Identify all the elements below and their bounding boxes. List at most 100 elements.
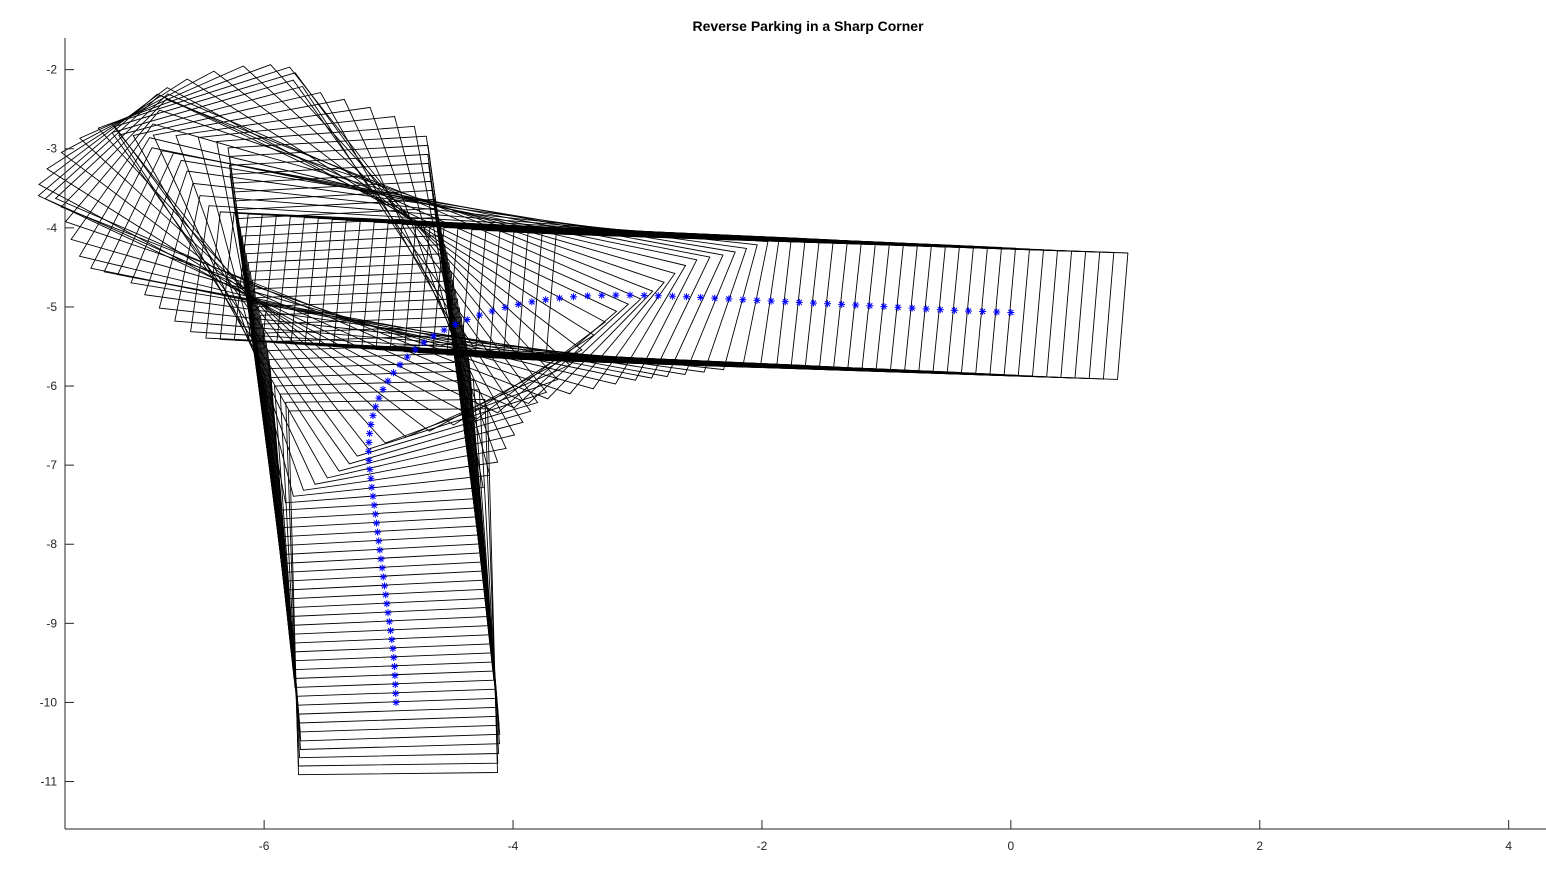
vehicle-outline: [158, 182, 758, 371]
y-tick-label: -10: [40, 695, 58, 709]
vehicle-outline: [117, 85, 524, 472]
path-point-marker: [367, 420, 375, 428]
path-point-marker: [387, 627, 395, 635]
vehicle-outline: [152, 98, 507, 485]
y-tick-label: -9: [46, 616, 57, 630]
path-point-marker: [370, 501, 378, 509]
y-tick-label: -7: [46, 458, 57, 472]
path-point-marker: [390, 369, 398, 377]
path-point-marker: [390, 662, 398, 670]
vehicle-outline: [103, 150, 711, 379]
path-point-marker: [852, 301, 860, 309]
vehicle-outline: [174, 195, 769, 368]
vehicle-outline: [44, 94, 630, 409]
x-tick-label: 2: [1256, 839, 1263, 853]
path-point-marker: [838, 300, 846, 308]
path-point-marker: [908, 304, 916, 312]
path-point-marker: [377, 555, 385, 563]
vehicle-outline: [114, 72, 539, 457]
x-tick-label: -4: [508, 839, 519, 853]
path-point-marker: [390, 654, 398, 662]
x-tick-label: -6: [259, 839, 270, 853]
path-point-marker: [824, 300, 832, 308]
path-point-marker: [411, 346, 419, 354]
vehicle-outline: [261, 316, 495, 688]
vehicle-outline: [288, 408, 498, 776]
path-point-marker: [626, 291, 634, 299]
path-point-marker: [403, 353, 411, 361]
path-point-marker: [379, 385, 387, 393]
path-point-marker: [380, 582, 388, 590]
vehicle-outline: [60, 98, 654, 400]
path-point-marker: [866, 302, 874, 310]
path-point-marker: [391, 680, 399, 688]
path-point-marker: [376, 546, 384, 554]
path-point-marker: [739, 296, 747, 304]
path-point-marker: [753, 296, 761, 304]
path-point-marker: [384, 609, 392, 617]
path-point-marker: [640, 291, 648, 299]
vehicle-outlines: [37, 64, 1129, 776]
vehicle-outline: [216, 125, 484, 504]
vehicle-outline: [175, 106, 499, 491]
vehicle-outline: [249, 262, 489, 635]
path-point-marker: [379, 573, 387, 581]
path-point-marker: [440, 326, 448, 334]
path-point-marker: [922, 305, 930, 313]
path-point-marker: [430, 332, 438, 340]
y-tick-label: -6: [46, 379, 57, 393]
vehicle-outline: [285, 398, 499, 767]
vehicle-outline: [432, 227, 1016, 376]
path-point-marker: [979, 307, 987, 315]
path-point-marker: [556, 294, 564, 302]
vehicle-outline: [190, 205, 780, 366]
path-point-marker: [371, 510, 379, 518]
path-point-marker: [795, 298, 803, 306]
tick-labels: -6 -4 -2 0 2 4 -2 -3 -4 -5 -6 -7 -8 -9 -10 -11: [40, 63, 1513, 853]
y-tick-label: -2: [46, 63, 57, 77]
path-point-marker: [382, 591, 390, 599]
axes: [64, 38, 1546, 830]
vehicle-outline: [38, 87, 607, 420]
path-point-marker: [993, 308, 1001, 316]
vehicle-outline: [64, 109, 665, 395]
path-markers: [365, 291, 1015, 706]
path-point-marker: [654, 292, 662, 300]
path-point-marker: [542, 296, 550, 304]
vehicle-outline: [78, 65, 571, 438]
path-point-marker: [475, 311, 483, 319]
path-point-marker: [375, 537, 383, 545]
path-point-marker: [781, 298, 789, 306]
path-point-marker: [369, 492, 377, 500]
path-point-marker: [488, 307, 496, 315]
path-point-marker: [392, 689, 400, 697]
y-tick-label: -8: [46, 537, 57, 551]
vehicle-outline: [132, 92, 516, 479]
vehicle-outline: [229, 162, 479, 538]
vehicle-outline: [258, 298, 493, 671]
vehicle-outline: [46, 78, 595, 426]
x-tick-label: 0: [1008, 839, 1015, 853]
path-point-marker: [584, 292, 592, 300]
chart-title: Reverse Parking in a Sharp Corner: [692, 18, 924, 34]
path-point-marker: [697, 293, 705, 301]
path-point-marker: [514, 300, 522, 308]
y-tick-label: -4: [46, 221, 57, 235]
path-point-marker: [767, 297, 775, 305]
path-point-marker: [612, 291, 620, 299]
path-point-marker: [388, 636, 396, 644]
path-point-marker: [366, 465, 374, 473]
path-point-marker: [451, 321, 459, 329]
vehicle-outline: [263, 325, 496, 697]
vehicle-outline: [97, 64, 559, 444]
path-point-marker: [598, 291, 606, 299]
path-point-marker: [936, 306, 944, 314]
y-tick-label: -5: [46, 300, 57, 314]
path-point-marker: [570, 293, 578, 301]
x-tick-label: 4: [1505, 839, 1512, 853]
path-point-marker: [385, 618, 393, 626]
path-point-marker: [809, 299, 817, 307]
path-point-marker: [369, 412, 377, 420]
vehicle-outline: [130, 159, 736, 376]
vehicle-outline: [78, 137, 687, 385]
